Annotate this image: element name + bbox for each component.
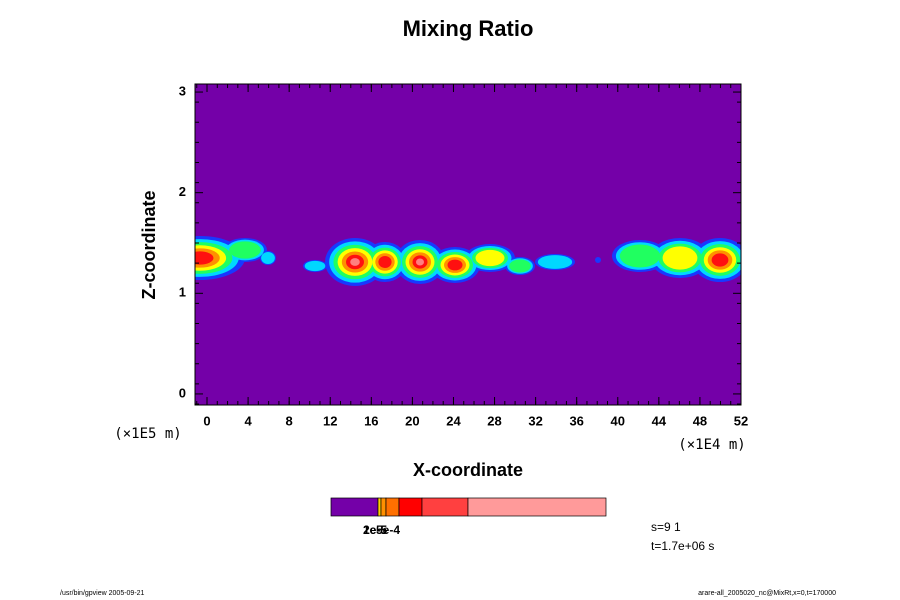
contour-fill [195, 251, 214, 265]
contour-fill [475, 249, 505, 267]
chart-title: Mixing Ratio [403, 16, 534, 41]
x-axis-label: X-coordinate [413, 460, 523, 480]
colorbar-swatch [467, 497, 607, 517]
x-tick-label: 40 [611, 413, 625, 428]
colorbar-swatch [330, 497, 379, 517]
contour-fill [261, 251, 275, 265]
contour-fill [447, 259, 463, 271]
x-tick-label: 28 [487, 413, 501, 428]
colorbar-swatch [380, 497, 387, 517]
x-tick-label: 8 [286, 413, 293, 428]
contour-fill [229, 241, 261, 259]
x-tick-label: 0 [203, 413, 210, 428]
x-tick-label: 36 [569, 413, 583, 428]
contour-fill [416, 258, 424, 266]
y-unit: (×1E5 m) [114, 426, 181, 442]
x-tick-label: 32 [528, 413, 542, 428]
contour-fill [350, 258, 360, 266]
y-tick-label: 1 [179, 285, 186, 300]
x-tick-label: 4 [244, 413, 252, 428]
x-tick-label: 24 [446, 413, 461, 428]
colorbar-label: 2e-5 [363, 523, 387, 537]
y-tick-label: 3 [179, 83, 186, 98]
contour-fill [595, 257, 601, 263]
colorbar-swatch [385, 497, 400, 517]
contour-field [195, 236, 741, 286]
colorbar-swatch [398, 497, 423, 517]
colorbar-label: 5e-4 [376, 523, 400, 537]
y-tick-label: 0 [179, 385, 186, 400]
x-tick-label: 16 [364, 413, 378, 428]
annotation: s=9 1 [651, 520, 681, 534]
footer: arare-all_2005020_nc@MixRt,x=0,t=170000 [698, 590, 836, 597]
x-tick-label: 52 [734, 413, 748, 428]
x-tick-label: 20 [405, 413, 419, 428]
x-tick-label: 48 [693, 413, 707, 428]
annotation: t=1.7e+06 s [651, 539, 714, 553]
y-axis-label: Z-coordinate [139, 190, 159, 299]
x-tick-label: 12 [323, 413, 337, 428]
contour-fill [662, 246, 698, 270]
contour-fill [304, 260, 326, 272]
colorbar-label: 1e-5 [363, 523, 387, 537]
plot-frame [194, 83, 742, 406]
y-tick-label: 2 [179, 184, 186, 199]
contour-fill [509, 259, 531, 273]
contour-fill [711, 253, 729, 267]
contour-fill [619, 244, 661, 268]
colorbar-swatch [421, 497, 469, 517]
x-unit: (×1E4 m) [678, 437, 745, 453]
footer: /usr/bin/gpview 2005-09-21 [60, 590, 145, 597]
x-tick-label: 44 [652, 413, 667, 428]
contour-fill [378, 256, 392, 268]
contour-fill [537, 255, 573, 269]
colorbar-swatch [377, 497, 382, 517]
